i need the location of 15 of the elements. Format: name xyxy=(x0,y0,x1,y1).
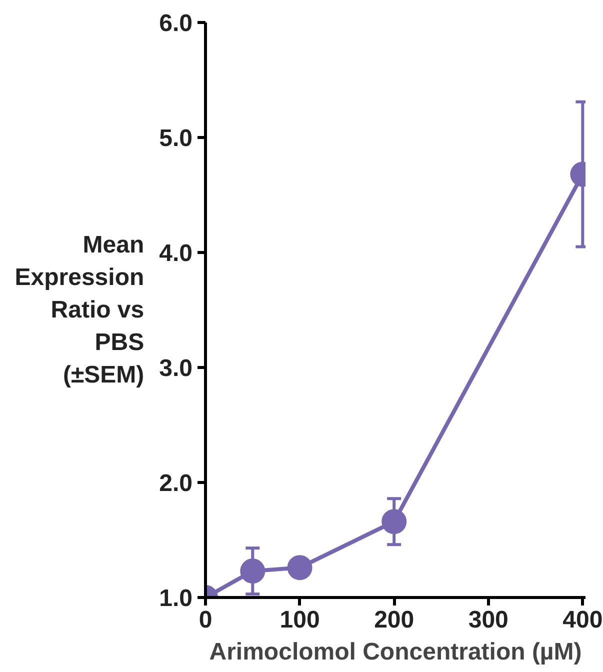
point xyxy=(240,558,266,584)
x-tick-label: 100 xyxy=(280,606,320,634)
x-tick-label: 200 xyxy=(374,606,414,634)
x-axis-title: Arimoclomol Concentration (µM) xyxy=(209,638,582,666)
y-tick-label: 1.0 xyxy=(159,585,193,612)
point xyxy=(287,555,312,580)
x-tick-label: 400 xyxy=(562,606,603,634)
y-tick-label: 5.0 xyxy=(159,125,193,152)
y-axis-title: Mean Expression Ratio vs PBS (±SEM) xyxy=(14,232,144,388)
y-tick-label: 2.0 xyxy=(159,470,193,497)
y-tick-label: 6.0 xyxy=(159,10,193,37)
x-tick-label: 0 xyxy=(198,606,212,634)
y-tick-label: 3.0 xyxy=(159,355,193,382)
y-tick-label: 4.0 xyxy=(159,240,193,267)
x-tick-label: 300 xyxy=(468,606,508,634)
